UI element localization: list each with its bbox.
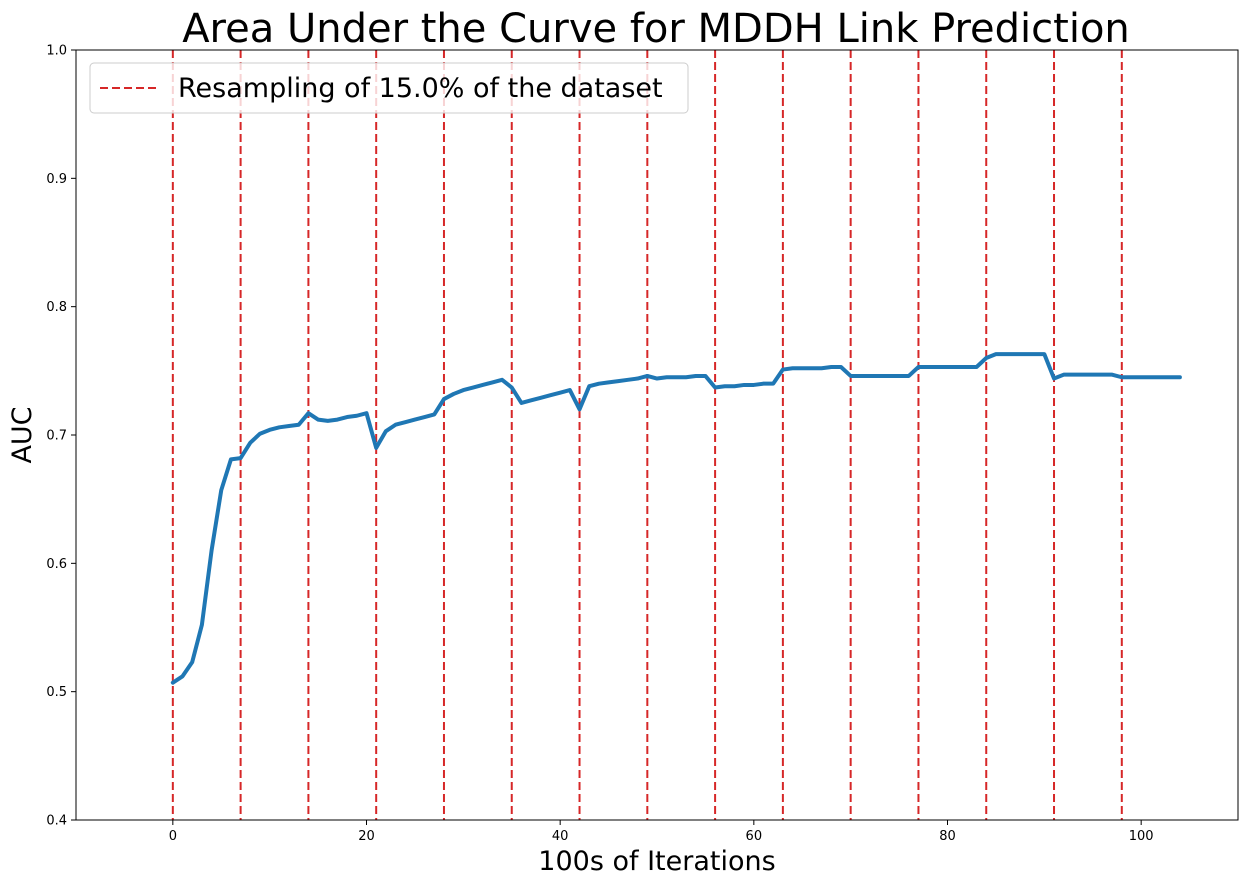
y-tick-label: 1.0 bbox=[46, 44, 67, 59]
y-tick-label: 0.9 bbox=[46, 172, 67, 187]
legend: Resampling of 15.0% of the dataset bbox=[89, 62, 689, 114]
x-tick-label: 40 bbox=[552, 829, 569, 844]
y-tick-label: 0.7 bbox=[46, 429, 67, 444]
x-tick-label: 100 bbox=[1129, 829, 1154, 844]
legend-entry: Resampling of 15.0% of the dataset bbox=[178, 73, 663, 104]
y-axis-label: AUC bbox=[7, 406, 38, 463]
x-axis-ticks: 0 20 40 60 80 100 bbox=[169, 820, 1154, 844]
x-tick-label: 0 bbox=[169, 829, 177, 844]
y-tick-label: 0.8 bbox=[46, 300, 67, 315]
x-tick-label: 20 bbox=[358, 829, 375, 844]
y-tick-label: 0.4 bbox=[46, 814, 67, 829]
x-tick-label: 60 bbox=[746, 829, 763, 844]
auc-line-0 bbox=[170, 352, 1182, 685]
legend-box bbox=[89, 62, 689, 114]
y-tick-label: 0.5 bbox=[46, 685, 67, 700]
chart-title: Area Under the Curve for MDDH Link Predi… bbox=[182, 6, 1130, 52]
auc-series bbox=[170, 352, 1182, 685]
y-tick-label: 0.6 bbox=[46, 557, 67, 572]
resampling-lines bbox=[171, 50, 1123, 820]
x-axis-label: 100s of Iterations bbox=[538, 846, 775, 877]
y-axis-ticks: 0.4 0.5 0.6 0.7 0.8 0.9 1.0 bbox=[46, 44, 76, 829]
plot-frame bbox=[75, 49, 1239, 821]
x-tick-label: 80 bbox=[939, 829, 956, 844]
